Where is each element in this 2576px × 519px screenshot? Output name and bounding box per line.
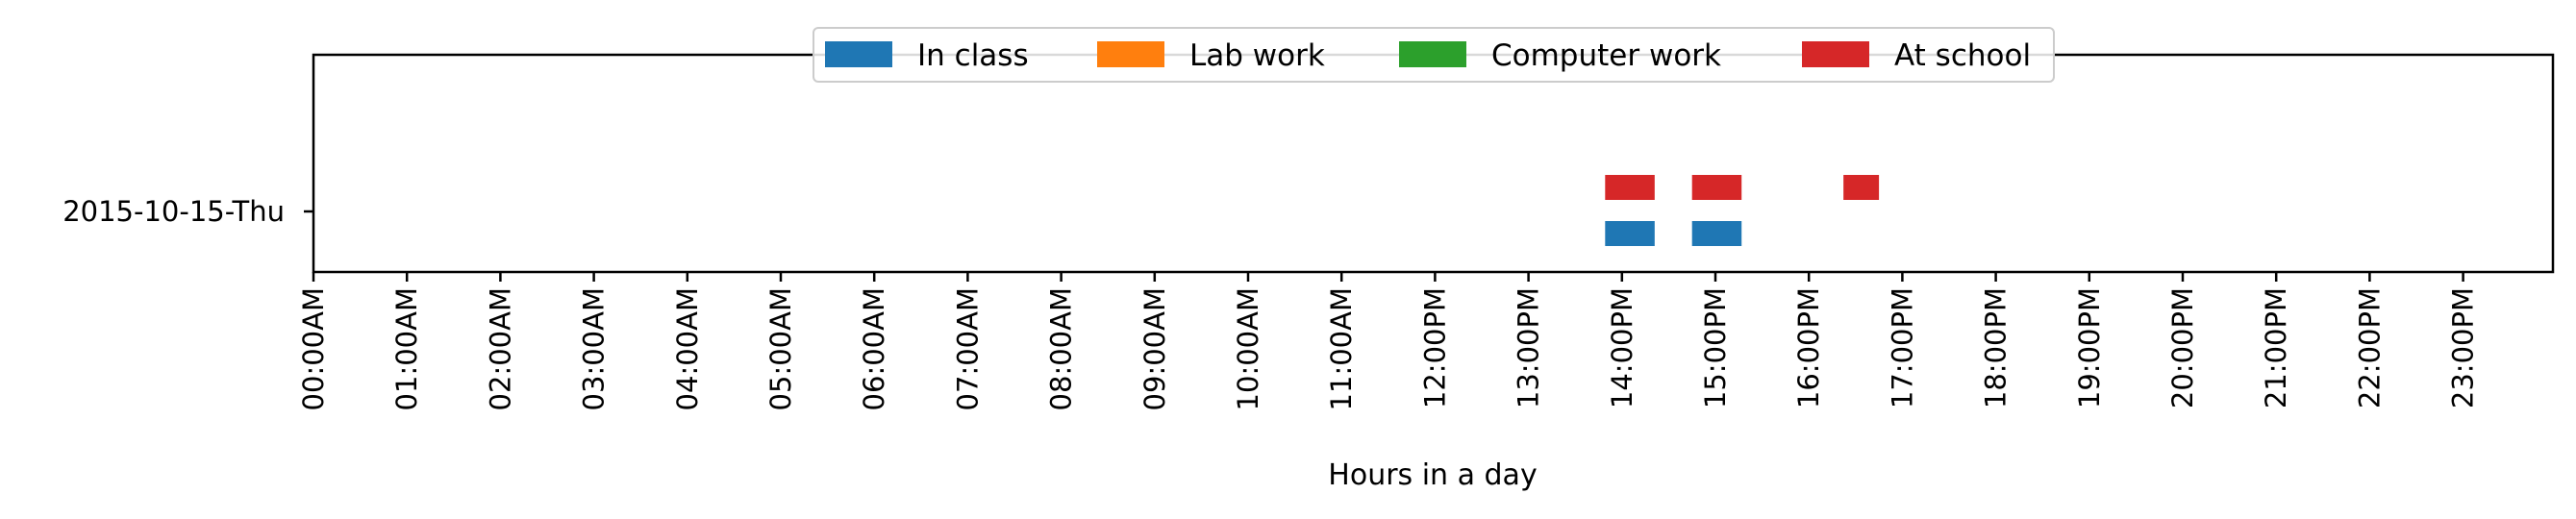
x-tick-label: 03:00AM xyxy=(578,287,611,410)
x-tick-label: 23:00PM xyxy=(2447,287,2480,408)
x-tick-label: 01:00AM xyxy=(390,287,423,410)
legend-label-in-class: In class xyxy=(917,38,1029,73)
y-tick-label: 2015-10-15-Thu xyxy=(63,195,285,228)
legend-label-at-school: At school xyxy=(1894,38,2031,73)
x-tick-label: 09:00AM xyxy=(1138,287,1171,410)
x-tick-label: 13:00PM xyxy=(1513,287,1545,408)
x-tick-label: 22:00PM xyxy=(2353,287,2386,408)
x-tick-label: 12:00PM xyxy=(1418,287,1451,408)
x-tick-label: 10:00AM xyxy=(1232,287,1264,410)
x-tick-label: 21:00PM xyxy=(2260,287,2292,408)
bar-in-class-0 xyxy=(1605,221,1655,246)
x-tick-label: 04:00AM xyxy=(671,287,704,410)
x-tick-label: 08:00AM xyxy=(1045,287,1078,410)
legend-swatch-computer-work xyxy=(1399,41,1466,67)
y-axis-ticks: 2015-10-15-Thu xyxy=(63,195,313,228)
x-axis-ticks: 00:00AM 01:00AM 02:00AM 03:00AM 04:00AM 05:00… xyxy=(297,272,2480,410)
x-tick-label: 11:00AM xyxy=(1325,287,1358,410)
x-tick-label: 16:00PM xyxy=(1792,287,1825,408)
legend-label-lab-work: Lab work xyxy=(1189,38,1325,73)
x-tick-label: 05:00AM xyxy=(764,287,797,410)
x-tick-label: 18:00PM xyxy=(1980,287,2013,408)
x-axis-label: Hours in a day xyxy=(1328,458,1537,492)
legend-label-computer-work: Computer work xyxy=(1491,38,1721,73)
legend-swatch-at-school xyxy=(1802,41,1869,67)
bar-in-class-1 xyxy=(1691,221,1742,246)
bar-at-school-0 xyxy=(1605,175,1655,200)
legend-swatch-in-class xyxy=(825,41,892,67)
x-tick-label: 06:00AM xyxy=(858,287,890,410)
plot-area xyxy=(312,53,2555,274)
bars-group xyxy=(1605,175,1880,246)
x-tick-label: 20:00PM xyxy=(2166,287,2199,408)
x-tick-label: 07:00AM xyxy=(951,287,984,410)
x-tick-label: 17:00PM xyxy=(1886,287,1918,408)
bar-at-school-1 xyxy=(1691,175,1742,200)
legend-swatch-lab-work xyxy=(1097,41,1164,67)
x-tick-label: 14:00PM xyxy=(1606,287,1638,408)
x-tick-label: 15:00PM xyxy=(1699,287,1732,408)
x-tick-label: 02:00AM xyxy=(484,287,516,410)
x-tick-label: 19:00PM xyxy=(2073,287,2106,408)
x-tick-label: 00:00AM xyxy=(297,287,330,410)
legend: In class Lab work Computer work At school xyxy=(813,27,2055,83)
bar-at-school-2 xyxy=(1843,175,1880,200)
